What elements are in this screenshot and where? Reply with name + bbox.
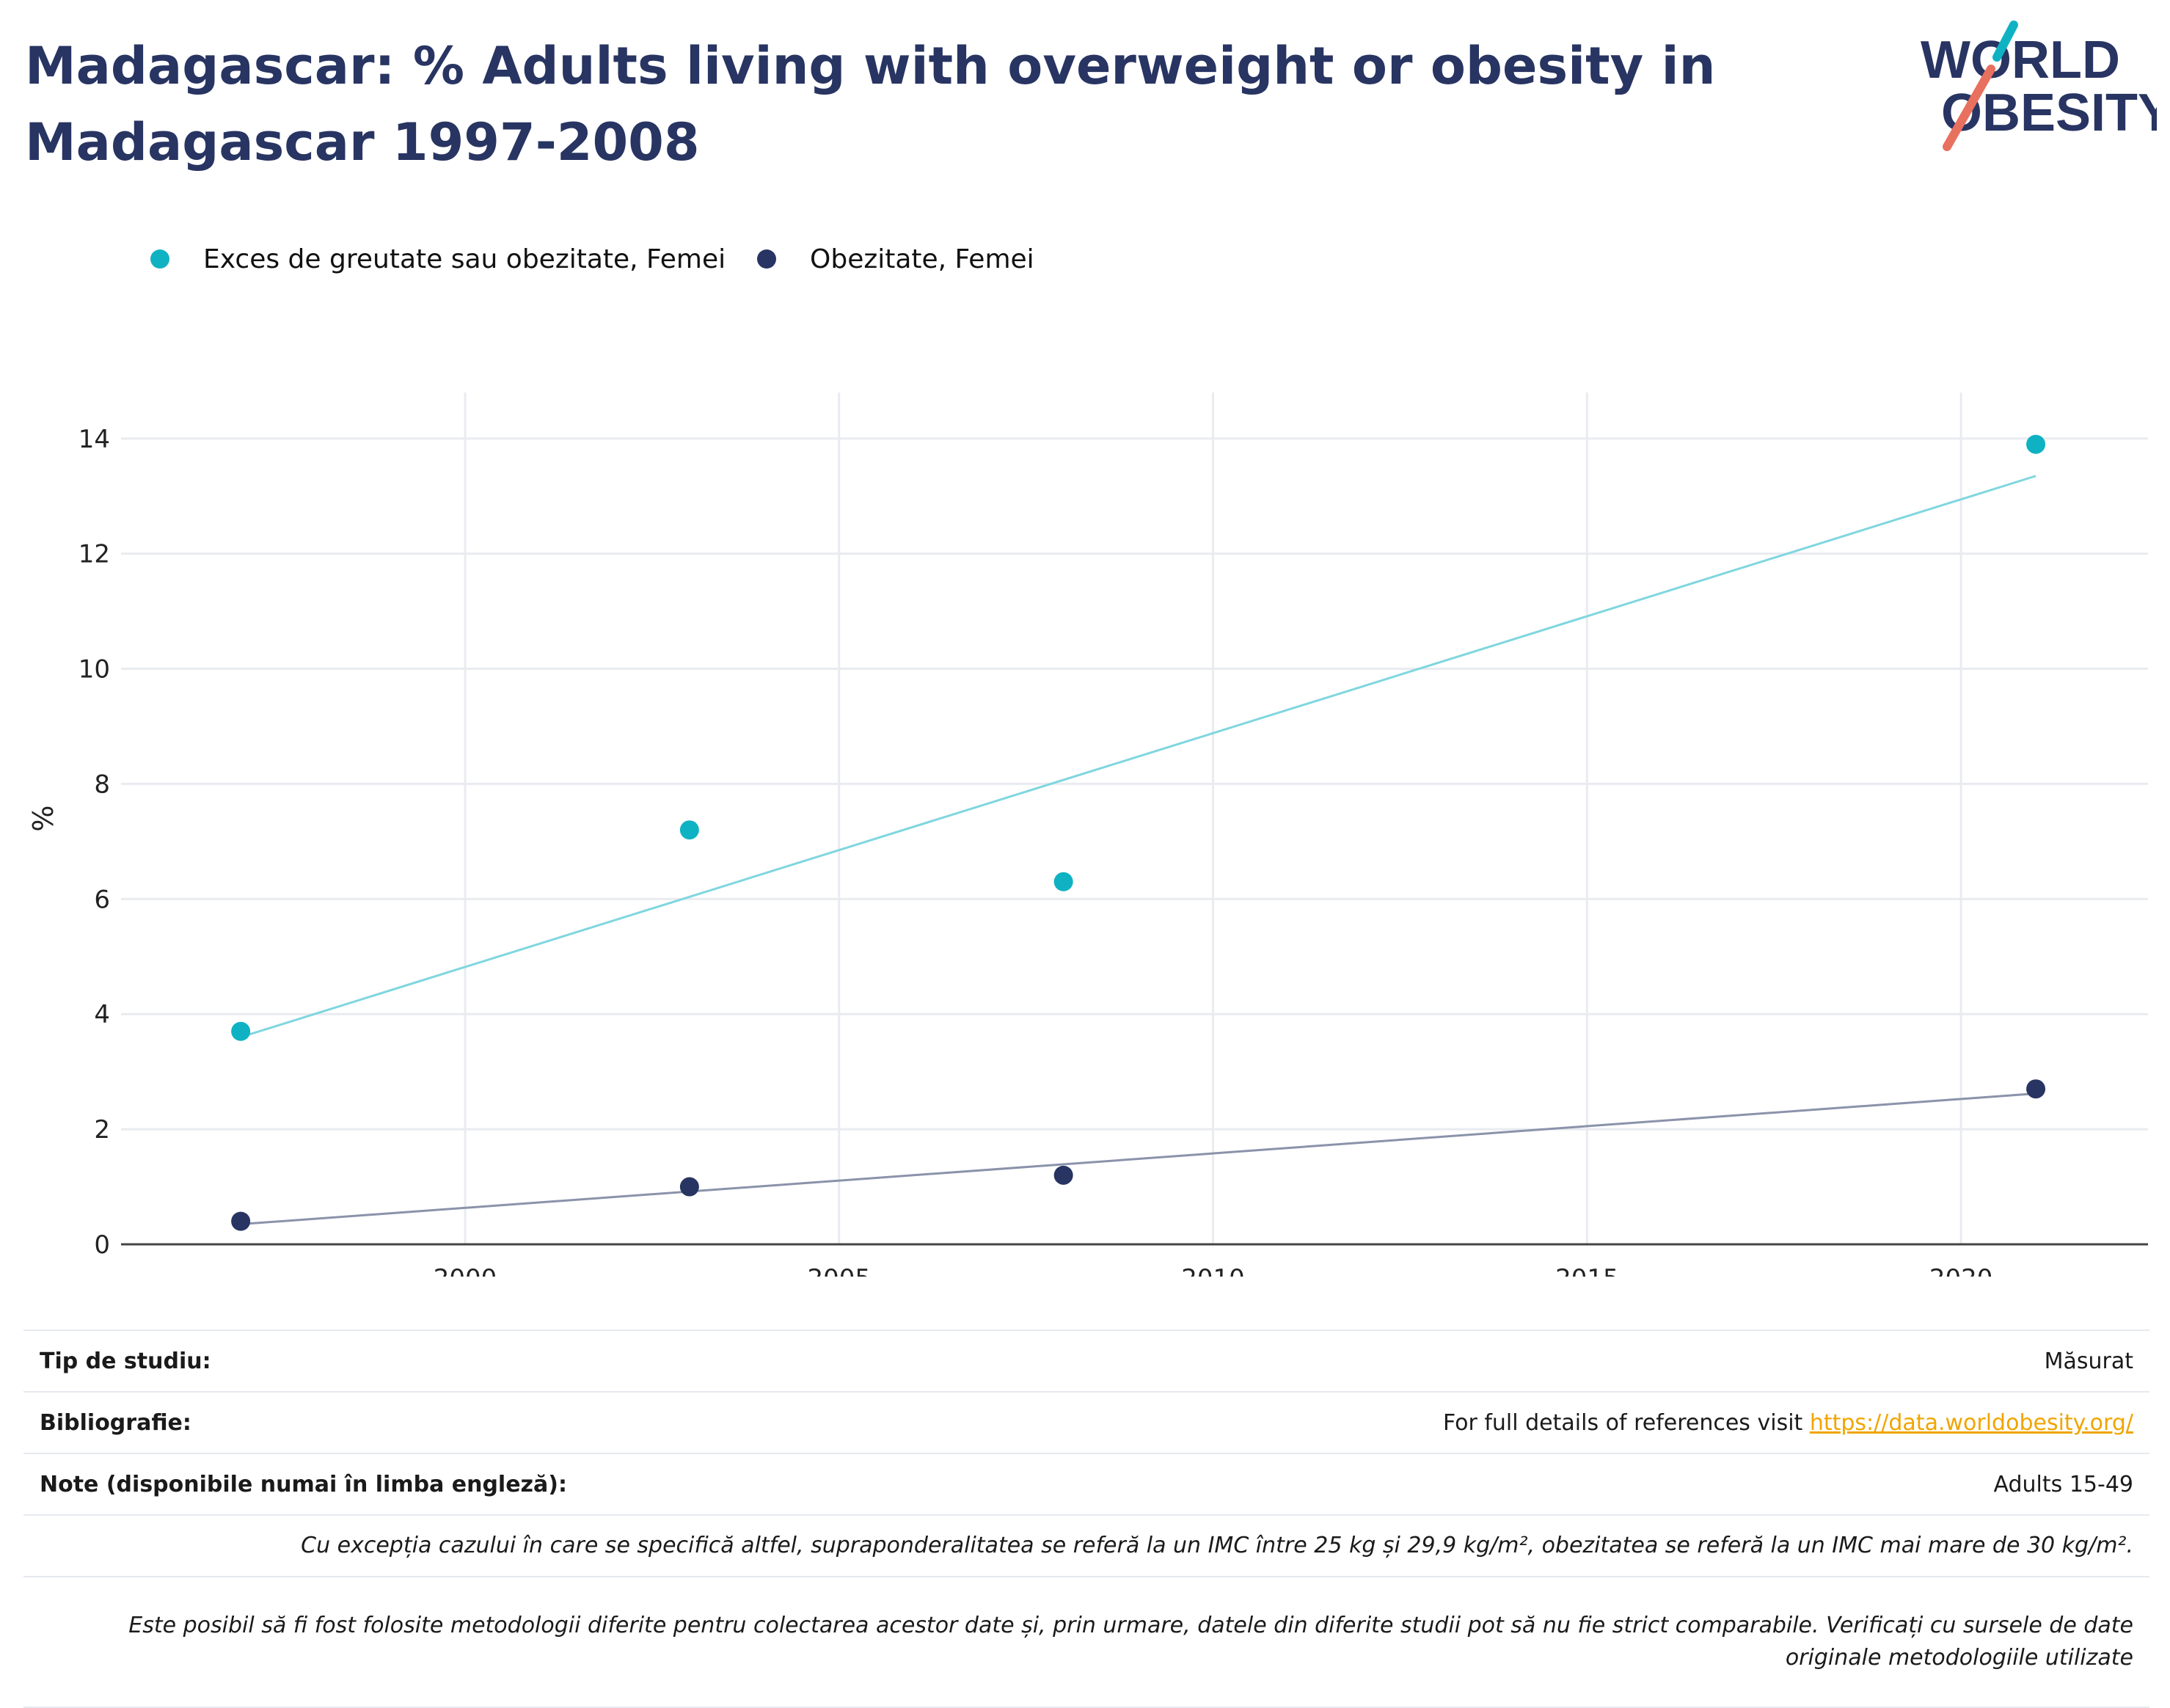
bibliography-label: Bibliografie: [40,1409,191,1436]
bibliography-link[interactable]: https://data.worldobesity.org/ [1809,1409,2133,1436]
chart-footer: Tip de studiu: Măsurat Bibliografie: For… [23,1329,2149,1708]
page-title: Madagascar: % Adults living with overwei… [25,36,1716,172]
world-obesity-logo: WORLD OBESITY [1921,21,2157,151]
trendline-overweight [240,475,2036,1039]
notes-row: Note (disponibile numai în limba engleză… [23,1453,2149,1514]
legend-label-overweight: Exces de greutate sau obezitate, Femei [203,244,726,274]
bibliography-text: For full details of references visit [1442,1409,1810,1436]
logo-text-top: WORLD [1921,31,2120,90]
data-point-obesity [231,1211,251,1231]
y-tick-label: 10 [78,655,110,685]
data-point-overweight [1053,872,1073,891]
notes-value: Adults 15-49 [1993,1471,2134,1497]
y-tick-label: 4 [94,1000,110,1029]
methodology-note-row: Este posibil să fi fost folosite metodol… [23,1576,2149,1708]
y-axis-label: % [27,805,59,831]
bibliography-row: Bibliografie: For full details of refere… [23,1391,2149,1453]
x-tick-label: 2000 [434,1264,497,1277]
y-tick-label: 2 [94,1115,110,1145]
bibliography-value: For full details of references visit htt… [1443,1410,2133,1436]
x-tick-label: 2015 [1555,1264,1619,1277]
trendline-obesity [241,1092,2036,1226]
x-tick-label: 2010 [1181,1264,1245,1277]
data-point-obesity [679,1177,699,1197]
legend-item-obesity[interactable]: Obezitate, Femei [757,241,1034,277]
legend-label-obesity: Obezitate, Femei [810,244,1034,274]
legend-marker-obesity [757,249,776,269]
y-tick-label: 14 [78,425,110,454]
notes-label: Note (disponibile numai în limba engleză… [40,1471,567,1497]
legend-marker-overweight [150,249,169,269]
data-point-overweight [679,820,699,840]
legend-item-overweight[interactable]: Exces de greutate sau obezitate, Femei [150,241,726,277]
y-tick-label: 12 [78,540,110,569]
data-point-overweight [231,1021,251,1041]
logo-slash-teal [1992,21,2018,62]
x-tick-label: 2020 [1929,1264,1993,1277]
y-tick-label: 8 [94,770,110,799]
logo-slash-red [1943,65,1995,151]
y-tick-label: 0 [94,1230,110,1260]
data-point-obesity [1053,1165,1073,1185]
study-type-row: Tip de studiu: Măsurat [23,1329,2149,1391]
study-type-label: Tip de studiu: [40,1348,211,1374]
y-tick-label: 6 [94,885,110,914]
definition-note: Cu excepția cazului în care se specifică… [301,1533,2133,1558]
methodology-note: Este posibil să fi fost folosite metodol… [128,1613,2133,1671]
study-type-value: Măsurat [2044,1348,2133,1374]
x-tick-label: 2005 [808,1264,872,1277]
data-point-obesity [2026,1079,2046,1099]
scatter-chart: 2000 2005 2010 2015 2020 0 2 4 6 8 10 12 14% [27,393,2148,1277]
definition-note-row: Cu excepția cazului în care se specifică… [23,1514,2149,1576]
data-point-overweight [2026,434,2046,454]
